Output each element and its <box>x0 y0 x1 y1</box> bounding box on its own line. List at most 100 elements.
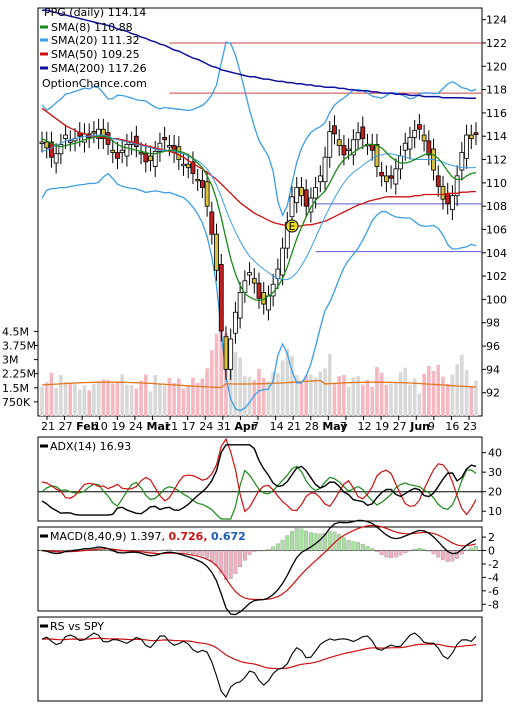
volume-bar <box>181 388 186 416</box>
macd-histogram-bar <box>176 550 181 552</box>
macd-histogram-bar <box>271 546 276 551</box>
x-axis-label: 7 <box>340 420 347 433</box>
volume-bar <box>304 375 308 416</box>
volume-bar <box>210 350 214 416</box>
macd-histogram-bar <box>389 550 394 559</box>
macd-histogram-bar <box>261 550 266 552</box>
chart-title: PPG (daily) 114.14 <box>44 6 146 19</box>
volume-bar <box>375 367 379 416</box>
candle-body <box>166 145 172 148</box>
macd-histogram-bar <box>398 550 403 556</box>
macd-histogram-bar <box>290 530 294 551</box>
candle-body <box>204 181 210 207</box>
x-axis-label: 11 <box>164 420 178 433</box>
candle-body <box>275 268 281 279</box>
macd-histogram-bar <box>327 531 332 551</box>
macd-histogram-bar <box>464 549 469 551</box>
candle-body <box>214 233 219 271</box>
x-axis-label: 19 <box>111 420 125 433</box>
x-axis-label: 27 <box>393 420 407 433</box>
bollinger-lower-line <box>41 172 477 412</box>
volume-bar <box>167 377 172 416</box>
volume-bar <box>431 371 436 416</box>
candle-body <box>313 187 319 199</box>
candle-body <box>53 153 59 164</box>
candle-body <box>468 134 474 139</box>
macd-histogram-bar <box>374 550 379 552</box>
x-axis-label: Feb <box>76 420 99 433</box>
macd-histogram-bar <box>341 537 346 551</box>
legend: PPG (daily) 114.14 SMA(8) 110.88 SMA(20)… <box>40 6 147 90</box>
macd-histogram-bar <box>370 548 375 551</box>
macd-histogram-bar <box>356 542 361 551</box>
macd-histogram-bar <box>186 550 191 554</box>
macd-histogram-bar <box>224 550 228 581</box>
volume-bar <box>450 374 455 416</box>
macd-histogram-bar <box>337 534 342 551</box>
volume-bar <box>280 360 285 416</box>
volume-bar <box>92 384 96 416</box>
minus-di-line <box>41 437 477 516</box>
price-axis-label: 94 <box>486 363 500 376</box>
price-axis-label: 122 <box>486 37 507 50</box>
sma8-line <box>41 135 477 302</box>
candle-body <box>138 152 144 155</box>
volume-bar <box>68 382 73 416</box>
x-axis-label: 19 <box>375 420 389 433</box>
volume-bar <box>356 376 360 416</box>
x-axis-label: Mar <box>147 420 171 433</box>
candle-body <box>393 168 399 185</box>
candle-body <box>247 272 252 276</box>
macd-histogram-bar <box>266 548 271 551</box>
x-axis-label: 10 <box>94 420 108 433</box>
volume-bar <box>318 371 323 416</box>
macd-value: MACD(8,40,9) 1.397, <box>50 530 165 543</box>
volume-bar <box>134 388 139 416</box>
candle-body <box>63 134 68 139</box>
macd-histogram-bar <box>209 550 214 562</box>
volume-axis-label: 4.5M <box>2 325 29 338</box>
macd-histogram-bar <box>252 550 257 552</box>
volume-bar <box>394 381 398 416</box>
volume-bar <box>460 354 464 416</box>
candle-body <box>346 148 352 151</box>
x-axis-label: 31 <box>217 420 231 433</box>
candle-body <box>162 136 168 141</box>
volume-bar <box>379 372 384 416</box>
price-axis-label: 104 <box>486 247 507 260</box>
volume-bar <box>115 382 120 416</box>
macd-histogram-bar <box>172 550 177 551</box>
volume-bar <box>44 382 49 416</box>
volume-bar <box>455 364 459 416</box>
macd-histogram-bar <box>304 530 309 551</box>
volume-bar <box>82 385 87 416</box>
volume-bar <box>417 393 422 416</box>
candle-body <box>110 149 116 153</box>
legend-sma8: SMA(8) 110.88 <box>51 21 133 34</box>
volume-bar <box>271 371 275 416</box>
adx-axis-label: 10 <box>488 505 502 518</box>
volume-bar <box>257 368 261 416</box>
x-axis-label: 16 <box>445 420 459 433</box>
candle-body <box>450 195 455 211</box>
candle-body <box>336 139 342 146</box>
macd-histogram-bar <box>285 535 290 551</box>
candle-body <box>355 132 361 141</box>
x-axis-label: 21 <box>287 420 301 433</box>
volume-bar <box>153 375 158 416</box>
macd-histogram-bar <box>106 550 110 552</box>
candle-body <box>360 126 366 139</box>
volume-bar <box>120 374 124 416</box>
macd-histogram-bar <box>181 550 186 553</box>
volume-bar <box>427 365 431 416</box>
macd-axis-label: -8 <box>488 598 499 611</box>
x-axis-label: 23 <box>463 420 477 433</box>
volume-bar <box>139 380 143 416</box>
candle-body <box>133 135 139 148</box>
macd-histogram-bar <box>214 550 219 566</box>
volume-bar <box>73 382 77 416</box>
volume-bar <box>389 383 393 416</box>
macd-histogram-bar <box>431 550 436 555</box>
candle-body <box>91 131 97 134</box>
